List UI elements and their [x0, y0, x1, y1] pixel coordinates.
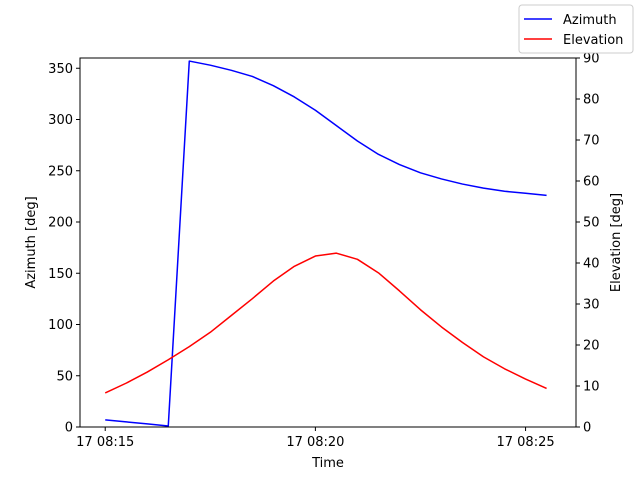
right-y-tick-label: 70: [583, 134, 600, 149]
x-axis: 17 08:15 17 08:20 17 08:25: [76, 427, 555, 450]
right-y-tick-label: 40: [583, 257, 600, 272]
legend: Azimuth Elevation: [518, 4, 634, 54]
plot-lines: [104, 60, 547, 427]
series-line-elevation: [104, 252, 547, 394]
right-y-tick-label: 20: [583, 339, 600, 354]
legend-box: [518, 4, 634, 54]
legend-label-azimuth: Azimuth: [563, 13, 617, 28]
left-y-axis: 0 50 100 150 200 250 300 350: [48, 62, 80, 436]
right-y-axis-title: Elevation [deg]: [609, 193, 624, 292]
x-axis-title: Time: [311, 456, 344, 471]
right-y-tick-label: 90: [583, 52, 600, 67]
left-y-tick-label: 200: [48, 216, 73, 231]
left-y-tick-label: 300: [48, 113, 73, 128]
left-y-tick-label: 0: [65, 421, 73, 436]
plot-frame: [79, 57, 577, 428]
right-y-tick-label: 80: [583, 93, 600, 108]
left-y-tick-label: 350: [48, 62, 73, 77]
right-y-tick-label: 10: [583, 380, 600, 395]
left-y-tick-label: 250: [48, 164, 73, 179]
left-y-tick-label: 150: [48, 267, 73, 282]
left-y-tick-label: 100: [48, 318, 73, 333]
x-tick-label: 17 08:20: [286, 435, 344, 450]
right-y-tick-label: 60: [583, 175, 600, 190]
left-y-axis-title: Azimuth [deg]: [24, 196, 39, 288]
right-y-tick-label: 0: [583, 421, 591, 436]
right-y-tick-label: 30: [583, 298, 600, 313]
left-y-tick-label: 50: [56, 369, 73, 384]
x-tick-label: 17 08:25: [496, 435, 554, 450]
right-y-tick-label: 50: [583, 216, 600, 231]
legend-label-elevation: Elevation: [563, 33, 623, 48]
series-line-azimuth: [105, 60, 547, 427]
right-y-axis: 0 10 20 30 40 50 60 70 80 90: [576, 52, 600, 436]
x-tick-label: 17 08:15: [76, 435, 134, 450]
